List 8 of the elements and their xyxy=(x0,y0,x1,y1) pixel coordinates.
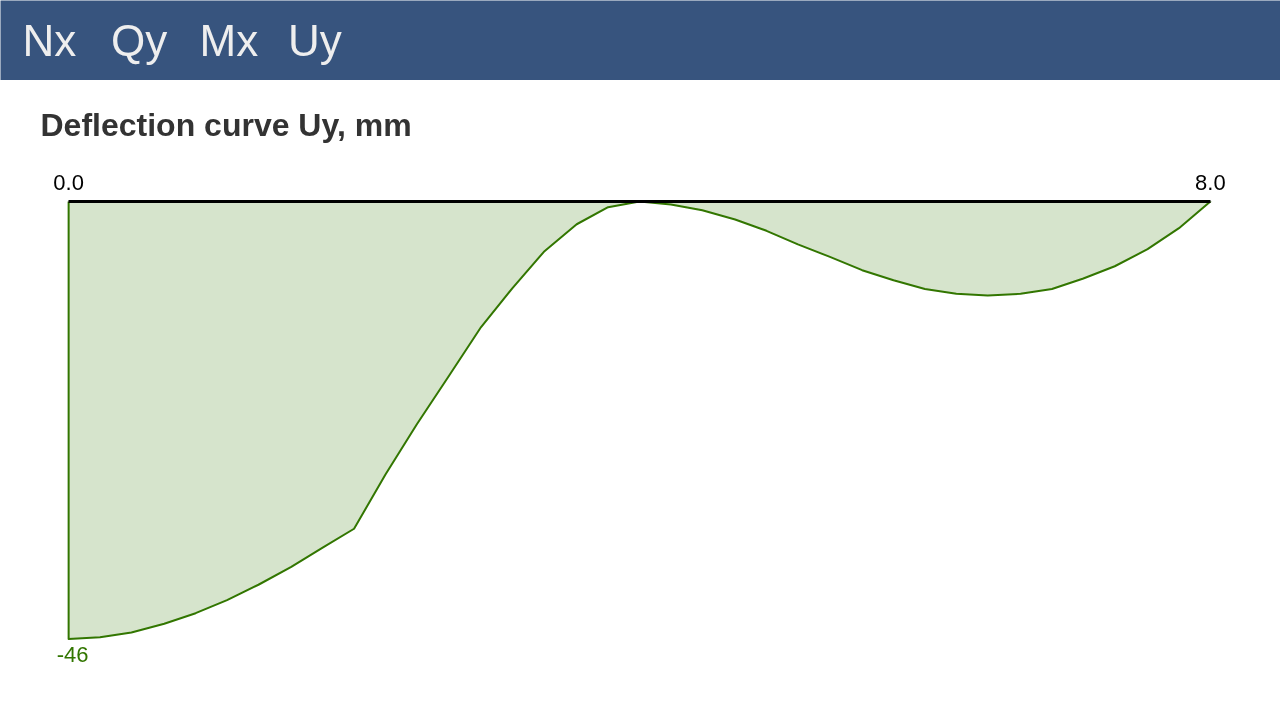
text: Mx xyxy=(199,16,259,65)
annotation: -46 xyxy=(56,642,89,667)
x-tick-label: 0.0 xyxy=(53,169,84,195)
chart-title: Deflection curve Uy, mm xyxy=(40,107,412,143)
x-tick-label: 8.0 xyxy=(1195,169,1226,195)
text: Uy xyxy=(288,16,342,65)
text: Qy xyxy=(111,16,168,65)
text: Nx xyxy=(22,16,77,65)
